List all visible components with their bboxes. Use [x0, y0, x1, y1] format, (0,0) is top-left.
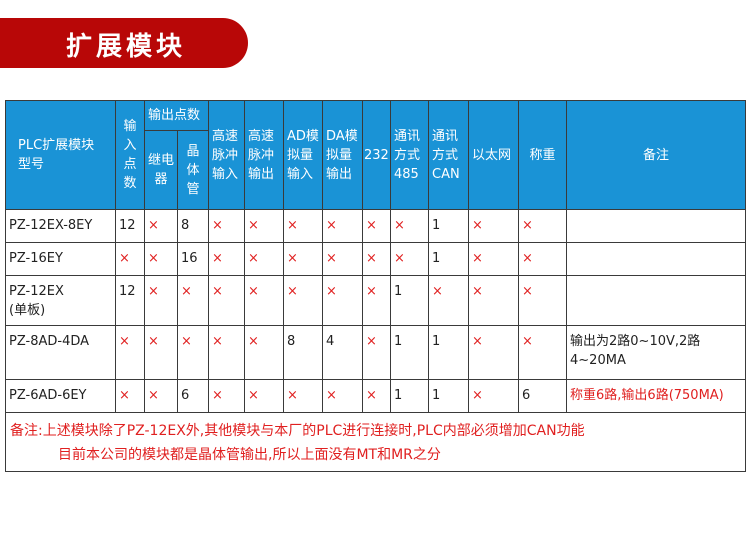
- cell-inputs: 12: [115, 209, 145, 243]
- cell-ethernet: ×: [468, 242, 520, 276]
- cell-remarks: 称重6路,输出6路(750MA): [566, 379, 747, 413]
- cell-can: 1: [428, 325, 470, 380]
- cell-da: ×: [322, 242, 364, 276]
- cell-hs-in: ×: [208, 275, 246, 326]
- cell-hs-out: ×: [244, 242, 285, 276]
- table-row: PZ-8AD-4DA × × × × × 8 4 × 1 1 × × 输出为2路0~10V,2路4~20M…: [5, 325, 747, 380]
- cell-relay: ×: [144, 242, 178, 276]
- cell-weighing: ×: [518, 242, 568, 276]
- cell-remarks: 输出为2路0~10V,2路4~20MA: [566, 325, 747, 380]
- cell-da: ×: [322, 379, 364, 413]
- header-outputs: 输出点数: [143, 100, 210, 131]
- cell-rs232: ×: [362, 242, 392, 276]
- header-relay: 继电器: [144, 130, 178, 210]
- header-ethernet: 以太网: [468, 100, 520, 210]
- header-weighing: 称重: [518, 100, 568, 210]
- table-row: PZ-16EY × × 16 × × × × × × 1 × ×: [5, 242, 747, 276]
- table-row: PZ-12EX (单板) 12 × × × × × × × 1 × × ×: [5, 275, 747, 326]
- cell-weighing: ×: [518, 325, 568, 380]
- cell-rs485: 1: [390, 379, 430, 413]
- header-hs-out: 高速脉冲输出: [244, 100, 285, 210]
- section-banner: 扩展模块: [0, 18, 248, 68]
- cell-relay: ×: [144, 379, 178, 413]
- cell-rs232: ×: [362, 379, 392, 413]
- cell-da: ×: [322, 275, 364, 326]
- cell-model: PZ-8AD-4DA: [5, 325, 116, 380]
- cell-remarks: [566, 209, 747, 243]
- table-row: PZ-12EX-8EY 12 × 8 × × × × × × 1 × ×: [5, 209, 747, 243]
- cell-rs485: 1: [390, 275, 430, 326]
- cell-hs-in: ×: [208, 379, 246, 413]
- cell-rs232: ×: [362, 209, 392, 243]
- cell-weighing: ×: [518, 275, 568, 326]
- cell-relay: ×: [144, 275, 178, 326]
- cell-hs-out: ×: [244, 325, 285, 380]
- cell-model: PZ-12EX (单板): [5, 275, 116, 326]
- cell-ad: ×: [283, 242, 324, 276]
- cell-hs-out: ×: [244, 275, 285, 326]
- cell-hs-in: ×: [208, 209, 246, 243]
- cell-ad: ×: [283, 209, 324, 243]
- header-da: DA模拟量输出: [322, 100, 364, 210]
- cell-can: 1: [428, 209, 470, 243]
- cell-can: 1: [428, 242, 470, 276]
- cell-model: PZ-16EY: [5, 242, 116, 276]
- cell-hs-out: ×: [244, 209, 285, 243]
- cell-da: ×: [322, 209, 364, 243]
- cell-rs485: 1: [390, 325, 430, 380]
- cell-ad: ×: [283, 379, 324, 413]
- cell-rs232: ×: [362, 325, 392, 380]
- cell-weighing: 6: [518, 379, 568, 413]
- cell-ethernet: ×: [468, 325, 520, 380]
- cell-hs-in: ×: [208, 242, 246, 276]
- cell-model: PZ-12EX-8EY: [5, 209, 116, 243]
- cell-transistor: ×: [176, 275, 210, 326]
- header-485: 通讯方式485: [390, 100, 430, 210]
- cell-ethernet: ×: [468, 209, 520, 243]
- cell-can: ×: [428, 275, 470, 326]
- cell-transistor: 16: [176, 242, 210, 276]
- cell-inputs: ×: [115, 325, 145, 380]
- header-transistor: 晶体管: [176, 130, 210, 210]
- cell-model: PZ-6AD-6EY: [5, 379, 116, 413]
- cell-inputs: ×: [115, 379, 145, 413]
- cell-rs485: ×: [390, 209, 430, 243]
- cell-hs-in: ×: [208, 325, 246, 380]
- cell-can: 1: [428, 379, 470, 413]
- header-remarks: 备注: [566, 100, 747, 210]
- header-inputs: 输入点数: [115, 100, 145, 210]
- cell-remarks: [566, 275, 747, 326]
- cell-relay: ×: [144, 209, 178, 243]
- expansion-module-table: PLC扩展模块型号 输入点数 输出点数 高速脉冲输入 高速脉冲输出 AD模拟量输…: [4, 100, 747, 472]
- cell-ethernet: ×: [468, 275, 520, 326]
- cell-hs-out: ×: [244, 379, 285, 413]
- header-232: 232: [362, 100, 392, 210]
- cell-relay: ×: [144, 325, 178, 380]
- header-ad: AD模拟量输入: [283, 100, 324, 210]
- cell-ethernet: ×: [468, 379, 520, 413]
- note-line-2: 目前本公司的模块都是晶体管输出,所以上面没有MT和MR之分: [58, 447, 441, 463]
- cell-da: 4: [322, 325, 364, 380]
- table-row: PZ-6AD-6EY × × 6 × × × × × 1 1 × 6 称重6路,输出6路(750MA): [5, 379, 747, 413]
- section-title: 扩展模块: [66, 32, 187, 62]
- cell-transistor: 6: [176, 379, 210, 413]
- cell-rs485: ×: [390, 242, 430, 276]
- cell-rs232: ×: [362, 275, 392, 326]
- cell-remarks: [566, 242, 747, 276]
- table-note: 备注:上述模块除了PZ-12EX外,其他模块与本厂的PLC进行连接时,PLC内部…: [4, 412, 747, 472]
- cell-transistor: 8: [176, 209, 210, 243]
- header-hs-in: 高速脉冲输入: [208, 100, 246, 210]
- cell-inputs: ×: [115, 242, 145, 276]
- cell-ad: ×: [283, 275, 324, 326]
- note-line-1: 备注:上述模块除了PZ-12EX外,其他模块与本厂的PLC进行连接时,PLC内部…: [10, 423, 585, 439]
- header-can: 通讯方式CAN: [428, 100, 470, 210]
- cell-ad: 8: [283, 325, 324, 380]
- cell-inputs: 12: [115, 275, 145, 326]
- cell-transistor: ×: [176, 325, 210, 380]
- cell-weighing: ×: [518, 209, 568, 243]
- header-model: PLC扩展模块型号: [5, 100, 116, 210]
